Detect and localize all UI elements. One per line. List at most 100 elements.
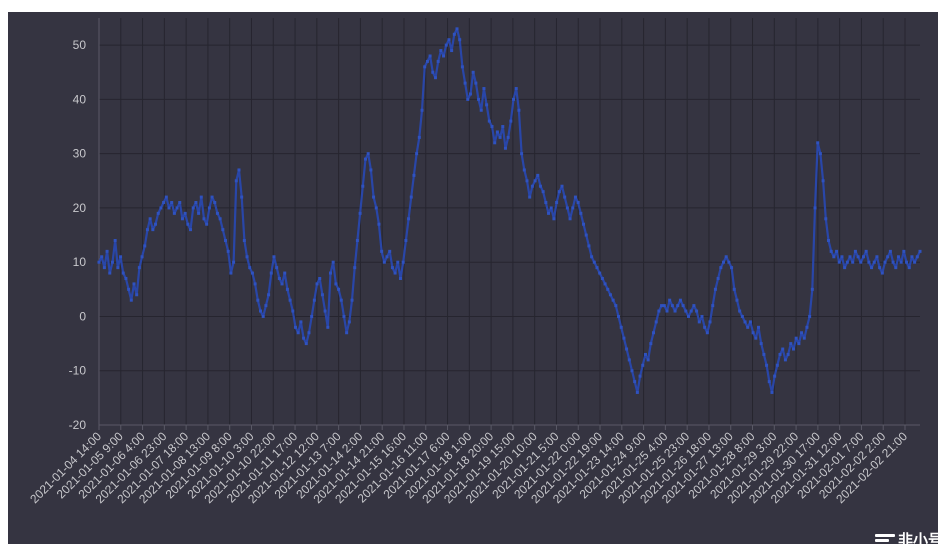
data-point [334, 282, 338, 286]
data-point [433, 76, 437, 80]
y-tick-label: 10 [73, 255, 87, 269]
data-point [178, 201, 182, 205]
data-point [719, 266, 723, 270]
data-point [143, 244, 147, 248]
data-point [259, 309, 263, 313]
data-point [296, 331, 300, 335]
data-point [326, 325, 330, 329]
data-point [918, 249, 922, 253]
data-point [105, 249, 109, 253]
data-point [253, 282, 257, 286]
data-point [886, 255, 890, 259]
data-point [97, 260, 101, 264]
data-point [272, 255, 276, 259]
data-point [350, 298, 354, 302]
data-point [215, 211, 219, 215]
data-point [355, 238, 359, 242]
data-point [345, 331, 349, 335]
data-point [536, 173, 540, 177]
data-point [210, 195, 214, 199]
data-point [218, 217, 222, 221]
data-point [455, 27, 459, 31]
data-point [544, 201, 548, 205]
data-point [738, 309, 742, 313]
data-point [121, 271, 125, 275]
data-point [145, 228, 149, 232]
data-point [471, 70, 475, 74]
data-point [129, 298, 133, 302]
data-point [320, 293, 324, 297]
data-point [380, 249, 384, 253]
data-point [267, 293, 271, 297]
data-point [630, 369, 634, 373]
data-point [164, 195, 168, 199]
data-point [409, 195, 413, 199]
data-point [275, 266, 279, 270]
data-point [565, 206, 569, 210]
series-group [97, 27, 922, 394]
data-point [468, 92, 472, 96]
data-point [662, 304, 666, 308]
data-point [100, 255, 104, 259]
data-point [697, 320, 701, 324]
data-point [159, 206, 163, 210]
data-point [154, 222, 158, 226]
y-tick-label: 50 [73, 38, 87, 52]
data-point [899, 260, 903, 264]
data-point [363, 157, 367, 161]
data-point [907, 266, 911, 270]
data-point [442, 54, 446, 58]
data-point [646, 358, 650, 362]
data-point [670, 304, 674, 308]
data-point [299, 320, 303, 324]
data-point [285, 287, 289, 291]
data-point [641, 363, 645, 367]
data-point [458, 38, 462, 42]
data-point [649, 342, 653, 346]
data-point [393, 271, 397, 275]
data-point [643, 352, 647, 356]
data-point [452, 32, 456, 36]
data-point [705, 331, 709, 335]
data-point [619, 325, 623, 329]
series-line [98, 27, 921, 394]
data-point [657, 309, 661, 313]
data-point [302, 336, 306, 340]
data-point [872, 260, 876, 264]
y-gridlines [99, 44, 920, 426]
data-point [485, 103, 489, 107]
data-point [778, 352, 782, 356]
data-point [864, 249, 868, 253]
data-point [800, 331, 804, 335]
data-point [805, 325, 809, 329]
data-point [700, 314, 704, 318]
data-point [388, 249, 392, 253]
data-point [175, 206, 179, 210]
data-point [339, 298, 343, 302]
x-gridlines [98, 18, 906, 430]
data-point [627, 358, 631, 362]
data-point [283, 271, 287, 275]
data-point [194, 201, 198, 205]
data-point [692, 304, 696, 308]
data-point [541, 190, 545, 194]
data-point [493, 141, 497, 145]
data-point [587, 244, 591, 248]
data-point [447, 38, 451, 42]
data-point [530, 184, 534, 188]
data-point [353, 266, 357, 270]
data-point [108, 271, 112, 275]
data-point [654, 320, 658, 324]
data-point [385, 255, 389, 259]
data-point [213, 201, 217, 205]
data-point [883, 260, 887, 264]
data-point [746, 325, 750, 329]
data-point [735, 298, 739, 302]
data-point [307, 331, 311, 335]
data-point [808, 314, 812, 318]
data-point [490, 125, 494, 129]
data-point [571, 206, 575, 210]
data-point [840, 255, 844, 259]
data-point [439, 49, 443, 53]
